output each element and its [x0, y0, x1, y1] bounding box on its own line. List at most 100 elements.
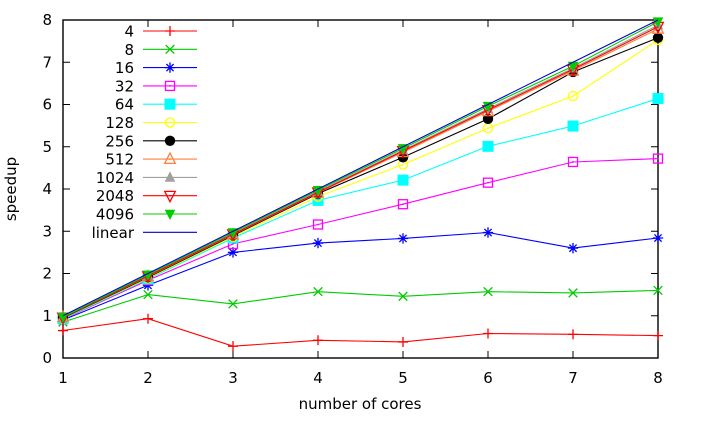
marker-16 [567, 242, 579, 254]
y-tick-label: 4 [42, 180, 52, 198]
legend-marker-8 [165, 44, 175, 55]
legend-entry-linear: linear [92, 224, 197, 242]
legend-entry-4096: 4096 [96, 206, 197, 224]
legend-marker-1024 [164, 171, 176, 182]
marker-4 [58, 325, 68, 336]
marker-64 [482, 140, 494, 152]
marker-4096 [652, 17, 664, 28]
legend-entry-8: 8 [124, 41, 197, 59]
marker-4 [398, 336, 408, 347]
series-line-32 [62, 158, 659, 320]
marker-32 [312, 219, 324, 230]
marker-4 [483, 328, 493, 339]
marker-4096 [312, 185, 324, 197]
marker-4 [228, 341, 238, 352]
x-tick-label: 8 [653, 369, 663, 387]
legend-marker-64 [164, 98, 176, 110]
legend-marker-256 [164, 135, 176, 146]
legend-entry-128: 128 [105, 114, 197, 132]
series-line-linear [62, 19, 659, 317]
plot-border [62, 19, 659, 359]
marker-4096 [57, 312, 69, 324]
marker-16 [652, 232, 664, 244]
y-tick-label: 3 [42, 222, 52, 240]
legend-entry-256: 256 [105, 132, 197, 150]
series-16 [57, 227, 664, 326]
series-line-4 [62, 318, 659, 347]
series-8 [58, 285, 663, 327]
marker-8 [483, 286, 493, 297]
marker-4096 [227, 228, 239, 239]
marker-32 [397, 199, 409, 210]
series-linear [62, 19, 659, 317]
y-tick-label: 6 [42, 96, 52, 114]
marker-256 [652, 32, 664, 43]
marker-8 [228, 299, 238, 309]
legend-label-2048: 2048 [96, 187, 134, 205]
series-4096 [57, 17, 664, 324]
y-tick-label: 8 [42, 11, 52, 29]
series-line-4096 [62, 21, 659, 318]
marker-8 [568, 288, 578, 298]
x-tick-label: 3 [228, 369, 238, 387]
marker-8 [398, 291, 408, 302]
series-line-256 [62, 37, 659, 319]
marker-64 [312, 194, 324, 206]
y-tick-label: 5 [42, 138, 52, 156]
legend-label-64: 64 [115, 96, 134, 114]
legend-label-4: 4 [124, 23, 134, 41]
legend-entry-4: 4 [124, 23, 197, 41]
series-32 [57, 153, 664, 325]
legend-marker-32 [164, 80, 176, 92]
marker-16 [482, 227, 494, 238]
x-tick-label: 1 [58, 369, 68, 387]
legend-marker-2048 [163, 190, 177, 204]
marker-4096 [142, 270, 154, 281]
y-tick-label: 1 [42, 307, 52, 325]
x-axis-label: number of cores [299, 395, 422, 413]
legend-entry-2048: 2048 [96, 187, 197, 205]
marker-4096 [567, 61, 579, 73]
legend-label-128: 128 [105, 114, 134, 132]
x-tick-label: 6 [483, 369, 493, 387]
series-line-2048 [62, 26, 659, 318]
marker-4096 [482, 101, 494, 113]
marker-4 [653, 330, 663, 341]
marker-32 [482, 177, 494, 188]
legend-entry-32: 32 [115, 77, 197, 95]
legend-label-linear: linear [92, 224, 135, 242]
legend-label-512: 512 [105, 151, 134, 169]
legend-marker-4 [165, 26, 175, 36]
marker-64 [397, 174, 409, 186]
marker-8 [143, 289, 153, 300]
marker-16 [227, 247, 239, 258]
marker-4 [568, 329, 578, 340]
y-tick-label: 7 [42, 53, 52, 71]
x-tick-label: 7 [568, 369, 578, 387]
marker-8 [313, 286, 323, 297]
x-tick-label: 5 [398, 369, 408, 387]
legend-marker-4096 [164, 209, 176, 220]
y-tick-label: 0 [42, 349, 52, 367]
legend-entry-16: 16 [115, 59, 197, 77]
legend-entry-1024: 1024 [96, 169, 197, 187]
marker-8 [653, 285, 663, 296]
legend-label-256: 256 [105, 132, 134, 150]
legend-entry-512: 512 [105, 151, 197, 169]
series-line-64 [62, 98, 659, 320]
legend-label-8: 8 [124, 41, 134, 59]
marker-16 [397, 233, 409, 244]
legend-label-16: 16 [115, 59, 134, 77]
legend-label-1024: 1024 [96, 169, 134, 187]
marker-128 [567, 90, 579, 102]
x-tick-label: 2 [143, 369, 153, 387]
legend-label-4096: 4096 [96, 206, 134, 224]
series-4 [58, 313, 663, 352]
legend-label-32: 32 [115, 77, 134, 95]
series-line-8 [62, 289, 659, 323]
y-tick-label: 2 [42, 265, 52, 283]
legend-entry-64: 64 [115, 96, 197, 114]
legend-marker-16 [164, 62, 176, 73]
